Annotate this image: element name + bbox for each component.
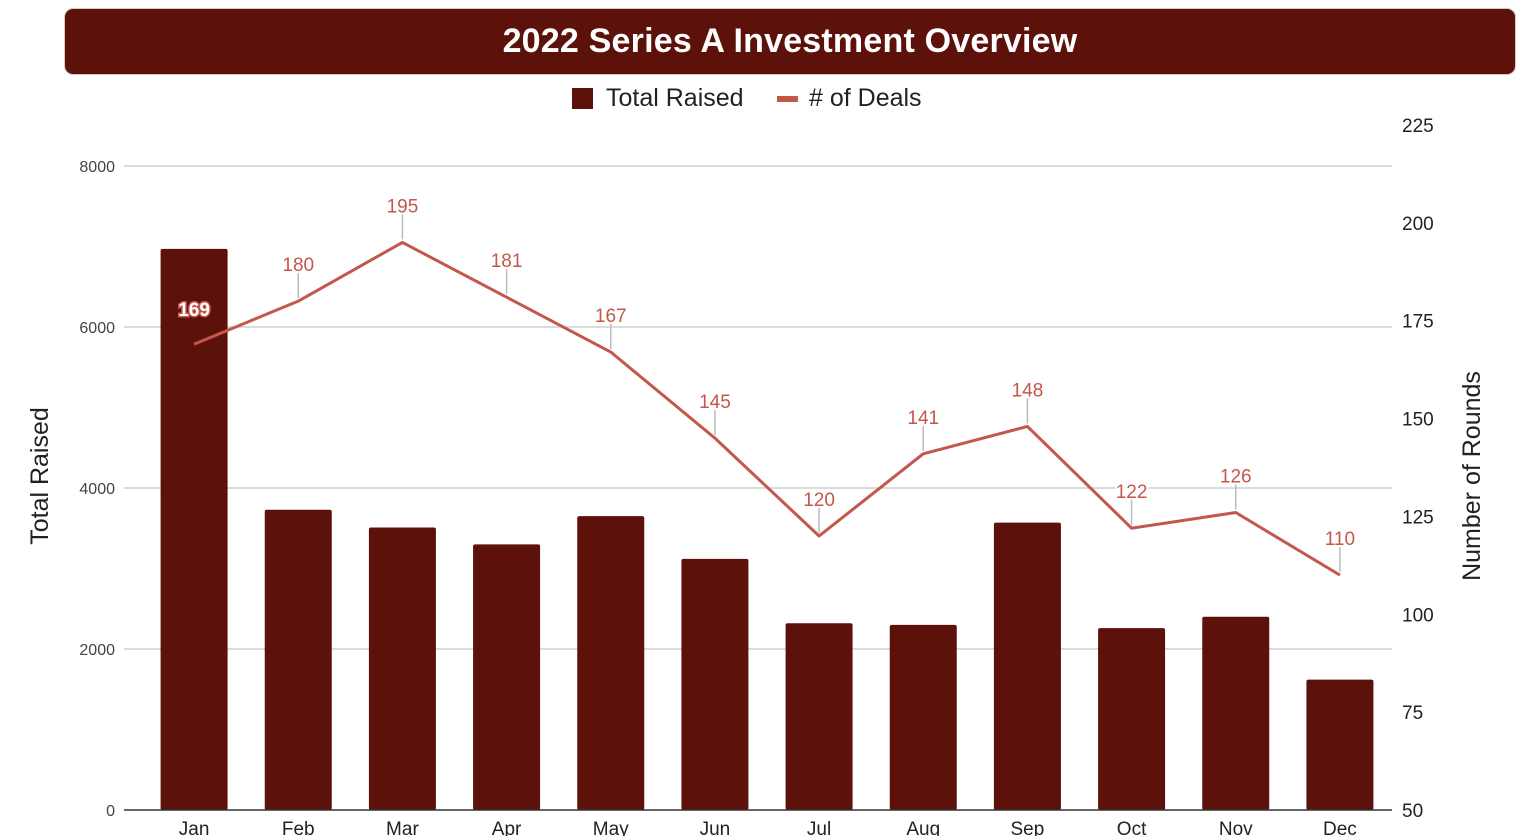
data-label-deals: 148 <box>1012 380 1044 401</box>
x-tick-label: Jun <box>700 819 731 836</box>
x-tick-label: May <box>593 819 629 836</box>
data-labels: 169 180 195 181 167 145 120 141 148 122 126 110 <box>177 194 1357 573</box>
y2-axis-title: Number of Rounds <box>1458 371 1486 581</box>
y2-tick-label: 50 <box>1402 801 1423 822</box>
deals-line <box>193 240 1341 577</box>
x-tick-label: Jul <box>807 819 831 836</box>
data-label-deals: 180 <box>282 255 314 276</box>
data-label-deals: 167 <box>595 306 627 327</box>
bar-oct <box>1098 628 1166 810</box>
bar-sep <box>993 522 1061 810</box>
y-tick-label: 2000 <box>79 642 115 659</box>
data-label-deals: 181 <box>491 251 523 272</box>
bar-jul <box>785 623 853 810</box>
bar-jan <box>160 248 228 811</box>
x-tick-label: Jan <box>179 819 210 836</box>
y2-tick-label: 175 <box>1402 312 1434 333</box>
gridlines <box>124 165 1392 650</box>
x-tick-label: Dec <box>1323 819 1357 836</box>
y-tick-label: 8000 <box>79 159 115 176</box>
bar-feb <box>264 509 332 810</box>
title-banner: 2022 Series A Investment Overview <box>65 9 1515 74</box>
bar-dec <box>1306 679 1374 810</box>
y-axis-title: Total Raised <box>26 407 54 545</box>
chart-title: 2022 Series A Investment Overview <box>502 22 1078 60</box>
x-tick-label: Sep <box>1011 819 1045 836</box>
y2-tick-label: 225 <box>1402 116 1434 137</box>
y-tick-label: 0 <box>106 803 115 820</box>
x-tick-label: Aug <box>906 819 940 836</box>
x-tick-label: Nov <box>1219 819 1253 836</box>
legend-label-deals: # of Deals <box>809 84 922 112</box>
legend-label-total-raised: Total Raised <box>606 84 744 112</box>
legend: Total Raised # of Deals <box>572 84 922 112</box>
axes: 0 2000 4000 6000 8000 50 75 100 125 150 175 200 225 J… <box>79 116 1433 836</box>
x-tick-label: Apr <box>492 819 522 836</box>
data-label-deals: 169 <box>178 300 210 321</box>
y-tick-label: 6000 <box>79 320 115 337</box>
bar-jun <box>681 558 749 810</box>
x-tick-label: Feb <box>282 819 315 836</box>
legend-swatch-total-raised <box>572 88 593 109</box>
bar-apr <box>473 544 541 810</box>
y2-tick-label: 150 <box>1402 410 1434 431</box>
data-label-deals: 122 <box>1116 482 1148 503</box>
data-label-deals: 195 <box>387 196 419 217</box>
legend-swatch-deals <box>777 96 798 102</box>
deals-line-path <box>193 240 1341 577</box>
y2-tick-label: 125 <box>1402 507 1434 528</box>
bar-nov <box>1202 616 1270 810</box>
bars <box>160 248 1374 811</box>
y2-tick-label: 100 <box>1402 605 1434 626</box>
data-label-deals: 126 <box>1220 467 1252 488</box>
x-tick-label: Oct <box>1117 819 1147 836</box>
y2-tick-label: 200 <box>1402 214 1434 235</box>
bar-mar <box>368 527 436 810</box>
data-label-deals: 145 <box>699 392 731 413</box>
data-label-deals: 110 <box>1325 529 1355 550</box>
x-tick-label: Mar <box>386 819 419 836</box>
data-label-deals: 120 <box>803 490 835 511</box>
y2-tick-label: 75 <box>1402 703 1423 724</box>
data-label-deals: 141 <box>907 408 939 429</box>
bar-may <box>577 516 645 810</box>
bar-aug <box>889 624 957 810</box>
y-tick-label: 4000 <box>79 481 115 498</box>
